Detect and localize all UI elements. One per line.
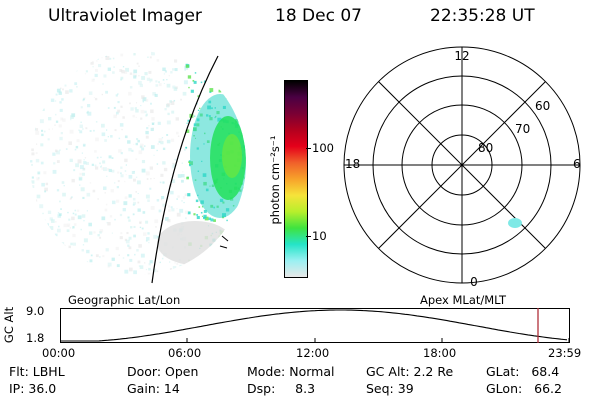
- mlt-label-6: 6: [573, 157, 581, 171]
- colorbar-tick-10: 10: [312, 229, 327, 243]
- x-tick-0000: 00:00: [42, 346, 76, 360]
- colorbar-unit-label: photon cm⁻²s⁻¹: [268, 135, 282, 225]
- x-tick-2359: 23:59: [548, 346, 582, 360]
- door-field: Door: Open: [127, 364, 199, 379]
- y-tick-1-8: 1.8: [26, 331, 45, 345]
- altitude-curve: [60, 309, 568, 342]
- lat-label-70: 70: [515, 122, 530, 136]
- time-label: 22:35:28 UT: [430, 6, 535, 26]
- altitude-plot: [60, 308, 570, 343]
- mode-field: Mode: Normal: [247, 364, 335, 379]
- flt-field: Flt: LBHL: [9, 364, 65, 379]
- ip-field: IP: 36.0: [9, 381, 57, 396]
- colorbar: [284, 80, 308, 278]
- mlt-label-0: 0: [470, 275, 478, 289]
- x-tick-1200: 12:00: [296, 346, 330, 360]
- mlt-label-12: 12: [454, 49, 469, 63]
- polar-plot: 12 0 18 6 60 70 80: [343, 46, 581, 289]
- polar-aurora-spot: [508, 218, 522, 228]
- lat-label-60: 60: [535, 99, 550, 113]
- gc-alt-field: GC Alt: 2.2 Re: [366, 364, 454, 379]
- geographic-image: [30, 51, 246, 284]
- lat-label-80: 80: [478, 141, 493, 155]
- terminator-line: [151, 55, 219, 284]
- y-tick-9: 9.0: [26, 304, 45, 318]
- x-tick-0600: 06:00: [168, 346, 202, 360]
- colorbar-tick-100: 100: [312, 141, 334, 155]
- dsp-field: Dsp: 8.3: [247, 381, 316, 396]
- x-tick-1800: 18:00: [423, 346, 457, 360]
- timeline-right-title: Apex MLat/MLT: [420, 293, 507, 307]
- timeline-y-label: GC Alt: [2, 306, 16, 344]
- glat-field: GLat: 68.4: [486, 364, 560, 379]
- glon-field: GLon: 66.2: [486, 381, 562, 396]
- gain-field: Gain: 14: [127, 381, 180, 396]
- instrument-title: Ultraviolet Imager: [48, 6, 202, 26]
- date-label: 18 Dec 07: [275, 6, 362, 26]
- seq-field: Seq: 39: [366, 381, 414, 396]
- timeline-left-title: Geographic Lat/Lon: [68, 293, 181, 307]
- mlt-label-18: 18: [345, 157, 360, 171]
